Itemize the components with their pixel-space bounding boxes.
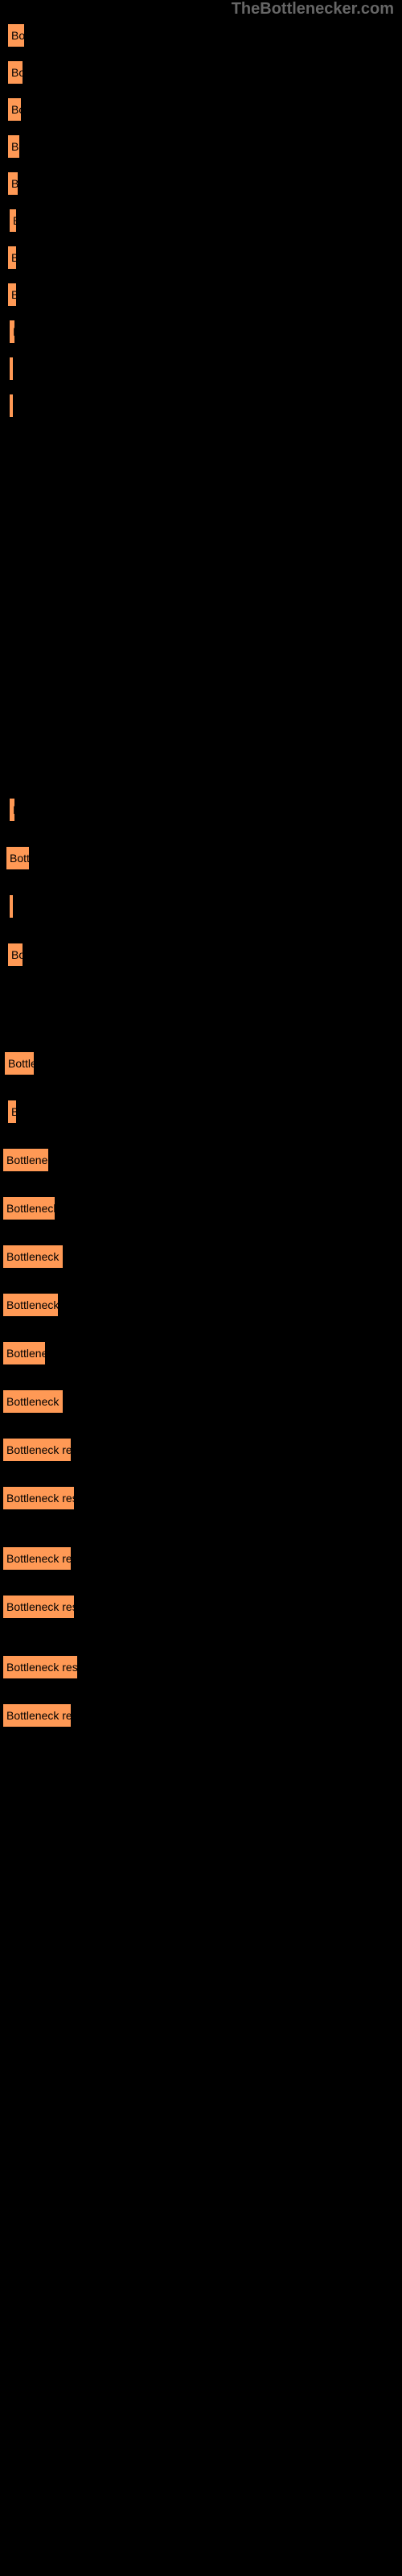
- chart-bar: Bottleneck result: [8, 208, 18, 233]
- chart-bar-label: Bottleneck result: [13, 900, 14, 913]
- chart-bar-label: Bottleneck result: [11, 1105, 18, 1118]
- chart-bar: Bottleneck result: [2, 1389, 64, 1414]
- chart-bar: Bottleneck result: [2, 1703, 72, 1728]
- chart-bar-label: Bottleneck result: [6, 1250, 64, 1263]
- chart-bar: Bottleneck result: [2, 1594, 76, 1620]
- chart-bar-label: Bottleneck result: [13, 325, 16, 338]
- chart-bar-label: Bottleneck result: [6, 1443, 72, 1456]
- chart-bar-label: Bottleneck result: [10, 852, 31, 865]
- chart-bar: Bottleneck result: [2, 1340, 47, 1366]
- chart-bar: Bottleneck result: [2, 1147, 50, 1173]
- chart-bar: Bottleneck result: [8, 356, 14, 382]
- chart-bar: Bottleneck result: [6, 1099, 18, 1125]
- chart-bar: Bottleneck result: [6, 23, 26, 48]
- chart-bar: Bottleneck result: [5, 845, 31, 871]
- chart-bar: Bottleneck result: [8, 797, 16, 823]
- chart-bar-label: Bottleneck result: [6, 1661, 79, 1674]
- bar-chart: Bottleneck result Bottleneck result Bottle…: [0, 0, 402, 2576]
- chart-bar: Bottleneck result: [2, 1437, 72, 1463]
- chart-bar: Bottleneck result: [2, 1195, 56, 1221]
- chart-bar: Bottleneck result: [8, 894, 14, 919]
- chart-bar: Bottleneck result: [8, 393, 14, 419]
- chart-bar-label: Bottleneck result: [6, 1709, 72, 1722]
- chart-bar-label: Bottleneck result: [6, 1347, 47, 1360]
- chart-bar: Bottleneck result: [6, 97, 23, 122]
- chart-bar-label: Bottleneck result: [6, 1154, 50, 1166]
- chart-bar-label: Bottleneck result: [11, 140, 21, 153]
- chart-bar-label: Bottleneck result: [13, 214, 18, 227]
- chart-bar-label: Bottleneck result: [8, 1057, 35, 1070]
- chart-bar: Bottleneck result: [2, 1654, 79, 1680]
- chart-bar: Bottleneck result: [6, 245, 18, 270]
- chart-bar-label: Bottleneck result: [6, 1202, 56, 1215]
- chart-bar-label: Bottleneck result: [13, 399, 14, 412]
- chart-bar: Bottleneck result: [2, 1485, 76, 1511]
- chart-bar: Bottleneck result: [6, 134, 21, 159]
- chart-bar-label: Bottleneck result: [11, 251, 18, 264]
- chart-bar-label: Bottleneck result: [6, 1600, 76, 1613]
- chart-bar-label: Bottleneck result: [11, 288, 18, 301]
- chart-bar: Bottleneck result: [6, 60, 24, 85]
- chart-bar-label: Bottleneck result: [11, 29, 26, 42]
- chart-bar-label: Bottleneck result: [13, 803, 16, 816]
- chart-bar-label: Bottleneck result: [6, 1492, 76, 1505]
- chart-bar: Bottleneck result: [6, 171, 19, 196]
- chart-bar-label: Bottleneck result: [11, 948, 24, 961]
- chart-bar-label: Bottleneck result: [6, 1552, 72, 1565]
- chart-bar-label: Bottleneck result: [11, 103, 23, 116]
- chart-bar: Bottleneck result: [2, 1292, 59, 1318]
- chart-bar: Bottleneck result: [8, 319, 16, 345]
- chart-bar-label: Bottleneck result: [11, 177, 19, 190]
- chart-bar-label: Bottleneck result: [11, 66, 24, 79]
- chart-bar-label: Bottleneck result: [6, 1298, 59, 1311]
- chart-bar: Bottleneck result: [2, 1244, 64, 1269]
- chart-bar: Bottleneck result: [2, 1546, 72, 1571]
- chart-bar-label: Bottleneck result: [6, 1395, 64, 1408]
- chart-bar-label: Bottleneck result: [13, 362, 14, 375]
- chart-bar: Bottleneck result: [6, 942, 24, 968]
- chart-bar: Bottleneck result: [6, 282, 18, 308]
- chart-bar: Bottleneck result: [3, 1051, 35, 1076]
